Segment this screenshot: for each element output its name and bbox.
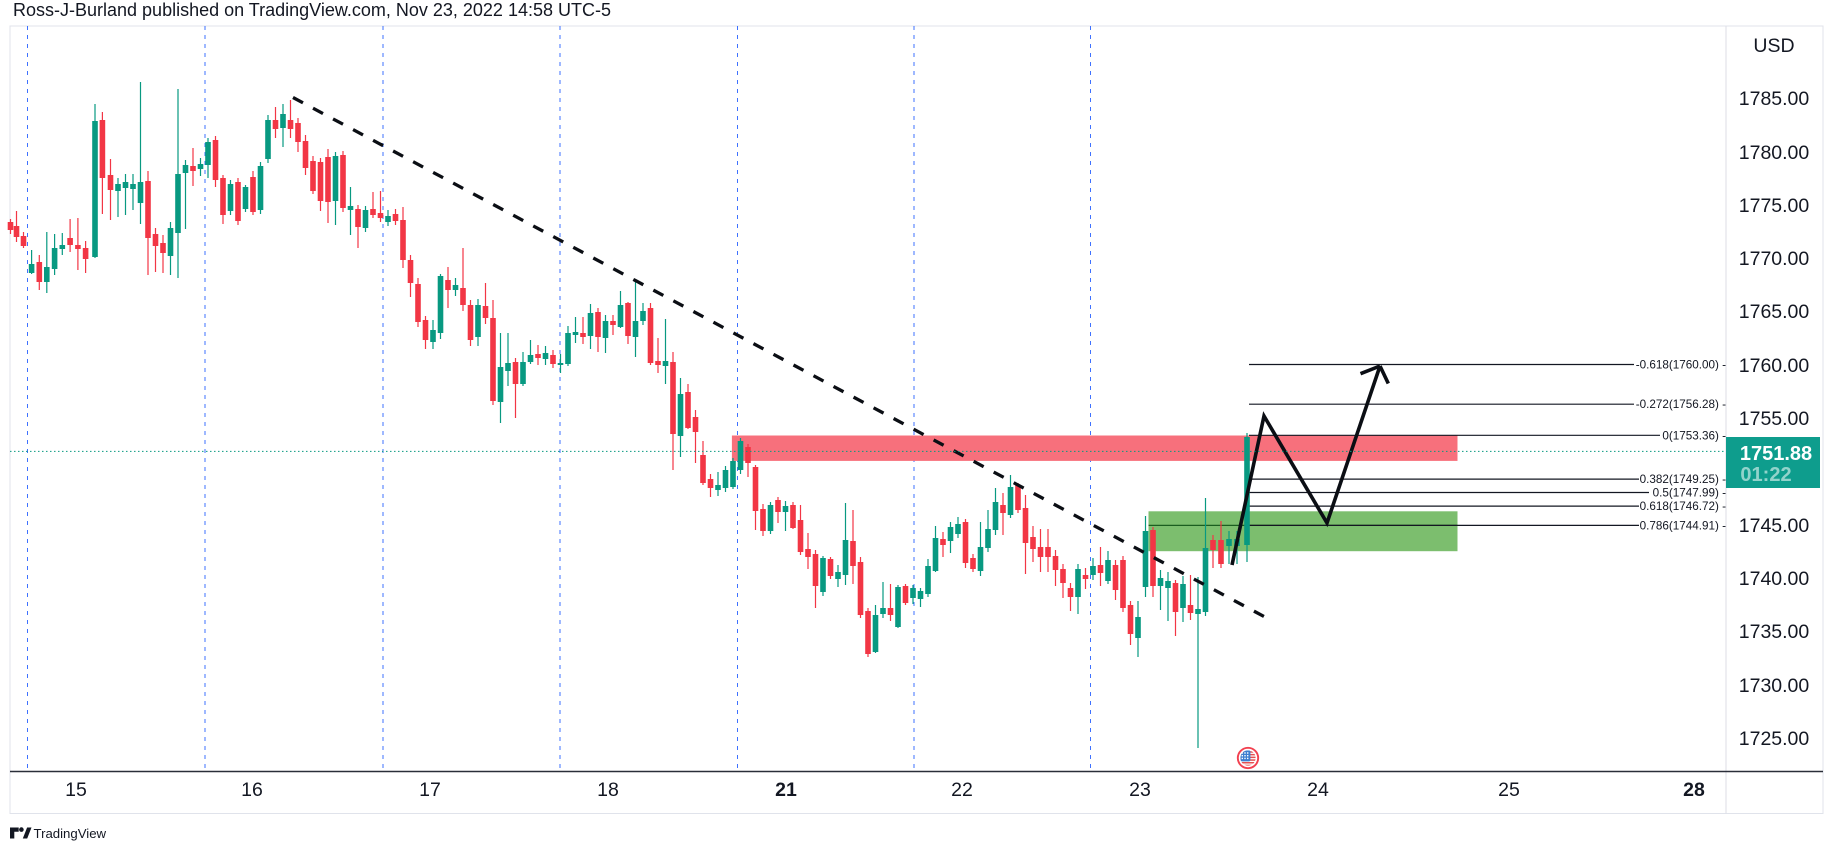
svg-text:15: 15 — [65, 779, 87, 801]
svg-text:1725.00: 1725.00 — [1739, 728, 1810, 750]
svg-text:1740.00: 1740.00 — [1739, 568, 1810, 590]
svg-text:1735.00: 1735.00 — [1739, 621, 1810, 643]
svg-text:16: 16 — [241, 779, 263, 801]
svg-text:1745.00: 1745.00 — [1739, 515, 1810, 537]
svg-text:1785.00: 1785.00 — [1739, 88, 1810, 110]
svg-text:24: 24 — [1307, 779, 1329, 801]
svg-text:0.618(1746.72) -: 0.618(1746.72) - — [1640, 500, 1727, 513]
svg-text:1760.00: 1760.00 — [1739, 355, 1810, 377]
svg-text:1751.88: 1751.88 — [1740, 443, 1812, 465]
svg-text:1780.00: 1780.00 — [1739, 142, 1810, 164]
svg-text:0(1753.36) -: 0(1753.36) - — [1662, 429, 1726, 442]
svg-text:-0.272(1756.28) -: -0.272(1756.28) - — [1636, 398, 1726, 411]
svg-text:18: 18 — [597, 779, 619, 801]
svg-text:USD: USD — [1753, 35, 1794, 57]
svg-text:17: 17 — [419, 779, 441, 801]
svg-text:21: 21 — [775, 779, 797, 801]
svg-text:28: 28 — [1683, 779, 1705, 801]
svg-text:0.5(1747.99) -: 0.5(1747.99) - — [1653, 487, 1727, 500]
svg-text:1730.00: 1730.00 — [1739, 675, 1810, 697]
svg-text:0.382(1749.25) -: 0.382(1749.25) - — [1640, 473, 1727, 486]
svg-text:1775.00: 1775.00 — [1739, 195, 1810, 217]
svg-text:1765.00: 1765.00 — [1739, 301, 1810, 323]
svg-text:-0.618(1760.00) -: -0.618(1760.00) - — [1636, 359, 1726, 372]
svg-text:1755.00: 1755.00 — [1739, 408, 1810, 430]
svg-text:0.786(1744.91) -: 0.786(1744.91) - — [1640, 519, 1727, 532]
svg-text:1770.00: 1770.00 — [1739, 248, 1810, 270]
svg-text:22: 22 — [951, 779, 973, 801]
svg-text:25: 25 — [1498, 779, 1520, 801]
svg-text:TradingView: TradingView — [34, 826, 107, 841]
svg-text:01:22: 01:22 — [1740, 464, 1791, 486]
svg-text:23: 23 — [1129, 779, 1151, 801]
